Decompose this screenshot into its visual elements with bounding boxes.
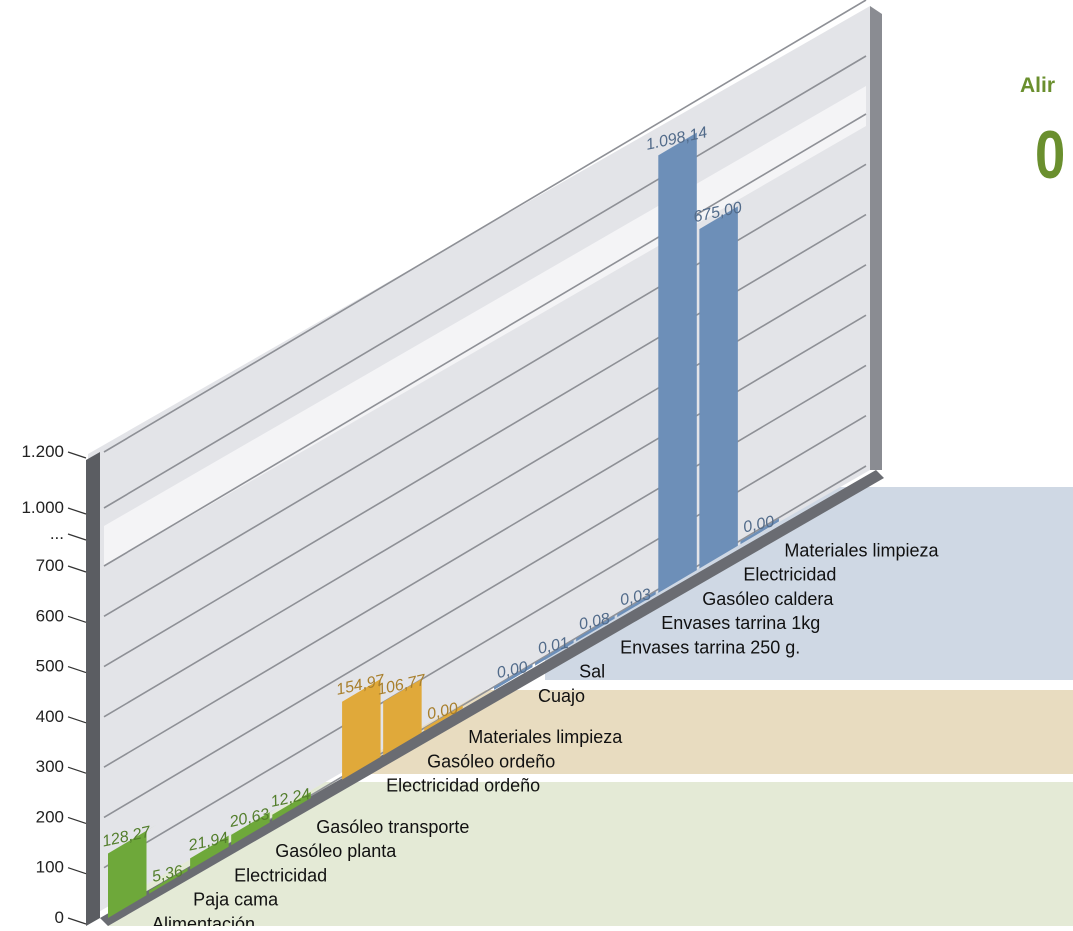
y-axis-bar [86, 452, 100, 926]
bar-value-label: 0,01 [536, 635, 570, 658]
gridline [103, 213, 867, 668]
y-tick-label: 600 [36, 606, 64, 625]
bar [190, 835, 229, 870]
y-tick-mark [67, 867, 87, 875]
y-tick-label: 0 [55, 908, 64, 926]
gridline [103, 415, 867, 869]
y-tick-mark [67, 666, 87, 674]
category-label: Gasóleo caldera [702, 589, 834, 609]
gridline [103, 364, 867, 819]
bar [383, 678, 422, 756]
category-label: Electricidad [234, 865, 327, 885]
category-label: Electricidad ordeño [386, 776, 540, 796]
bar-value-label: 5,36 [150, 863, 184, 886]
category-label: Materiales limpieza [784, 540, 939, 560]
y-tick-label: 500 [36, 657, 64, 676]
category-label: Alimentación [152, 914, 255, 926]
bar-top [658, 126, 707, 156]
bar-value-label: 0,03 [619, 586, 653, 609]
bar [658, 132, 697, 593]
corner-title-fragment: Alir [1020, 74, 1056, 97]
gridline [103, 113, 867, 567]
y-tick-mark [67, 507, 87, 515]
bar-top [190, 829, 239, 859]
y-tick-label: 1.000 [21, 498, 64, 517]
y-tick-mark [67, 716, 87, 724]
bar-top [535, 633, 584, 663]
bar-top [740, 512, 789, 542]
bar [617, 591, 656, 618]
category-label: Gasóleo ordeño [427, 751, 555, 771]
category-label: Materiales limpieza [468, 727, 623, 747]
y-tick-mark [67, 615, 87, 623]
y-tick-label: 300 [36, 757, 64, 776]
gridline [103, 55, 867, 509]
category-label: Envases tarrina 250 g. [620, 637, 800, 657]
bar-top [494, 658, 543, 687]
y-tick-label: 100 [36, 858, 64, 877]
y-tick-mark [67, 766, 87, 774]
y-tick-mark [67, 917, 87, 925]
bar-top [383, 672, 432, 702]
y-tick-label: 400 [36, 707, 64, 726]
category-label: Cuajo [538, 686, 585, 706]
bar [740, 518, 779, 545]
category-label: Paja cama [193, 890, 279, 910]
bar-value-label: 0,00 [426, 700, 460, 723]
bar-top [699, 200, 748, 230]
category-label: Envases tarrina 1kg [661, 613, 820, 633]
bar [699, 206, 738, 569]
y-tick-label: 200 [36, 807, 64, 826]
corner-value-fragment: 0 [1035, 117, 1066, 193]
bar [424, 705, 463, 732]
bar [535, 639, 574, 666]
gridline [103, 264, 867, 718]
bar-top [617, 585, 666, 615]
bar [272, 792, 311, 821]
category-label: Gasóleo transporte [316, 817, 469, 837]
bar [342, 679, 381, 780]
bar [149, 867, 188, 894]
gridline [103, 163, 867, 617]
category-label: Sal [579, 662, 605, 682]
floor-edge [100, 470, 884, 926]
bar-value-label: 0,00 [742, 513, 776, 536]
bar [108, 830, 147, 918]
gridline [103, 0, 867, 453]
bar-top [342, 673, 391, 702]
bar-top [424, 699, 473, 729]
category-label: Electricidad [743, 565, 836, 585]
y-tick-mark [67, 816, 87, 824]
wall-edge [870, 6, 882, 470]
y-tick-label: 700 [36, 556, 64, 575]
bar-value-label: 0,08 [577, 610, 611, 633]
bar-value-label: 0,00 [495, 659, 529, 682]
bar-top [272, 786, 321, 815]
y-tick-mark [67, 533, 87, 541]
bar-top [231, 806, 280, 835]
category-label: Gasóleo planta [275, 841, 397, 861]
bar-top [108, 824, 157, 854]
bar-top [149, 861, 198, 891]
bar [494, 664, 533, 690]
y-tick-label: ... [50, 524, 64, 543]
y-tick-label: 1.200 [21, 442, 64, 461]
gridline [103, 314, 867, 768]
y-tick-mark [67, 451, 87, 459]
y-tick-mark [67, 565, 87, 573]
bar [231, 812, 270, 846]
bar-top [576, 609, 625, 639]
bar [576, 615, 615, 642]
